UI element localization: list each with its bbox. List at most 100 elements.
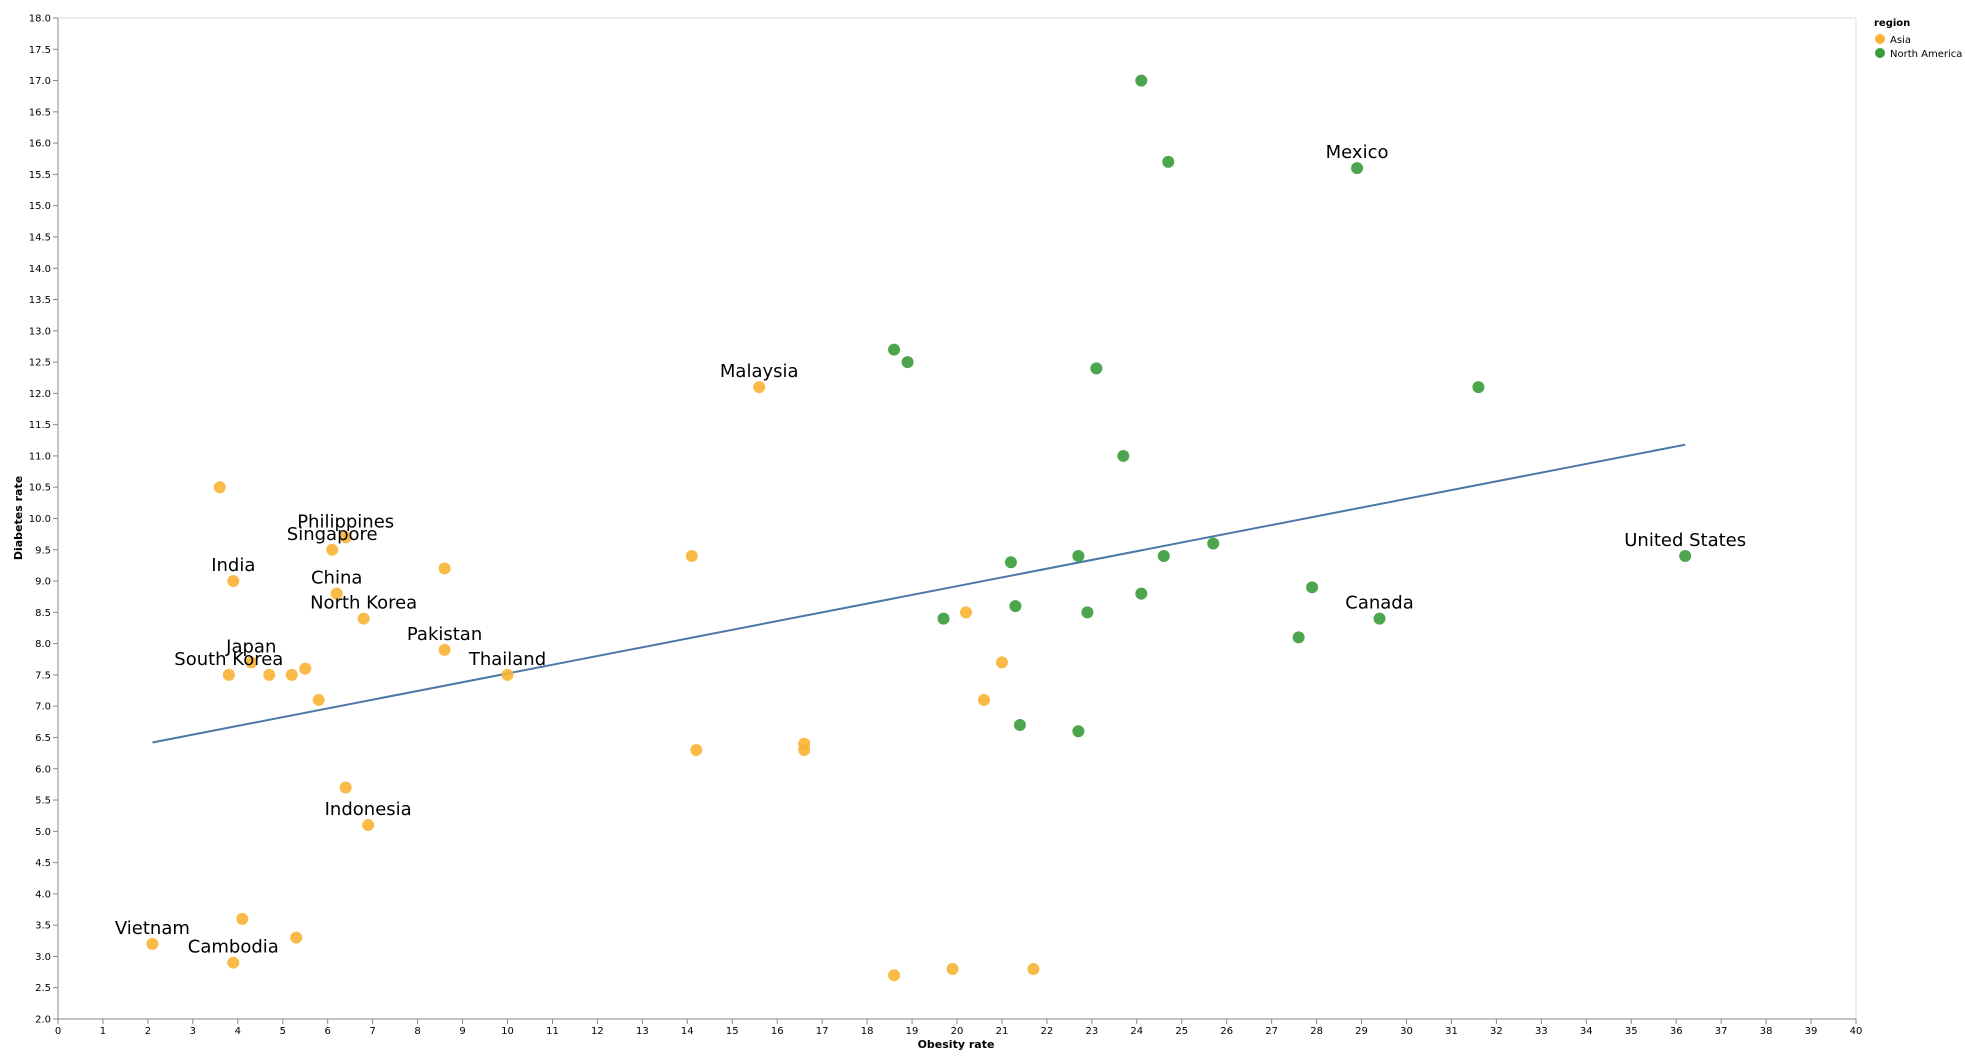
y-tick-label: 4.0 (35, 889, 51, 900)
legend-label-north-america: North America (1890, 49, 1962, 60)
x-tick-label: 18 (861, 1026, 874, 1037)
y-tick-label: 5.0 (35, 827, 51, 838)
data-point (888, 969, 901, 982)
y-tick-label: 15.0 (29, 201, 51, 212)
point-label: Canada (1345, 593, 1414, 614)
data-point (290, 931, 303, 944)
x-tick-label: 31 (1445, 1026, 1458, 1037)
data-point (946, 962, 959, 975)
point-label: Vietnam (115, 918, 190, 939)
data-point (299, 662, 312, 675)
x-tick-label: 7 (369, 1026, 375, 1037)
data-point (438, 643, 451, 656)
x-tick-label: 36 (1670, 1026, 1683, 1037)
y-tick-label: 14.0 (29, 264, 51, 275)
y-tick-label: 14.5 (29, 232, 51, 243)
y-tick-label: 6.5 (35, 733, 51, 744)
x-tick-label: 5 (280, 1026, 286, 1037)
y-axis-title: Diabetes rate (12, 476, 25, 560)
x-tick-label: 35 (1625, 1026, 1638, 1037)
legend-title: region (1874, 18, 1910, 29)
data-point (213, 481, 226, 494)
y-tick-label: 7.0 (35, 702, 51, 713)
data-point (222, 668, 235, 681)
x-axis-title: Obesity rate (918, 1038, 995, 1051)
data-point (1157, 550, 1170, 563)
x-tick-label: 20 (951, 1026, 964, 1037)
data-point (339, 531, 352, 544)
data-point (285, 668, 298, 681)
data-point (995, 656, 1008, 669)
x-tick-label: 28 (1310, 1026, 1323, 1037)
legend-swatch-north-america (1875, 48, 1885, 58)
y-tick-label: 13.5 (29, 295, 51, 306)
y-tick-label: 4.5 (35, 858, 51, 869)
y-tick-label: 12.5 (29, 358, 51, 369)
data-point (690, 743, 703, 756)
data-point (1292, 631, 1305, 644)
x-tick-label: 39 (1805, 1026, 1818, 1037)
x-tick-label: 25 (1175, 1026, 1188, 1037)
x-tick-label: 8 (414, 1026, 420, 1037)
y-tick-label: 11.5 (29, 420, 51, 431)
y-tick-label: 10.0 (29, 514, 51, 525)
x-tick-label: 24 (1130, 1026, 1143, 1037)
y-tick-label: 8.0 (35, 639, 51, 650)
points-layer (146, 74, 1692, 982)
trendline (152, 443, 1686, 744)
data-point (438, 562, 451, 575)
y-tick-label: 2.5 (35, 983, 51, 994)
legend-label-asia: Asia (1890, 35, 1911, 46)
y-tick-label: 6.0 (35, 764, 51, 775)
point-label: Cambodia (188, 937, 279, 958)
x-tick-label: 11 (546, 1026, 559, 1037)
point-label: Malaysia (720, 361, 799, 382)
x-tick-label: 22 (1041, 1026, 1054, 1037)
legend: region Asia North America (1874, 18, 1962, 60)
x-tick-label: 13 (636, 1026, 649, 1037)
data-point (977, 693, 990, 706)
data-point (1306, 581, 1319, 594)
data-point (1207, 537, 1220, 550)
data-point (1009, 600, 1022, 613)
x-tick-label: 27 (1265, 1026, 1278, 1037)
x-tick-label: 21 (996, 1026, 1009, 1037)
x-tick-label: 0 (55, 1026, 61, 1037)
x-tick-label: 19 (906, 1026, 919, 1037)
y-tick-label: 3.5 (35, 921, 51, 932)
y-tick-label: 9.5 (35, 545, 51, 556)
x-tick-label: 12 (591, 1026, 604, 1037)
data-point (146, 937, 159, 950)
y-tick-label: 5.5 (35, 796, 51, 807)
x-tick-label: 6 (325, 1026, 331, 1037)
axes: 0 1 2 3 4 5 6 7 8 9 10 11 12 13 14 15 16 17 18 19 20 21 22 23 24… (29, 14, 1863, 1038)
data-point (227, 575, 240, 588)
data-point (888, 343, 901, 356)
y-tick-label: 10.5 (29, 483, 51, 494)
data-point (1081, 606, 1094, 619)
y-tick-label: 18.0 (29, 14, 51, 25)
x-tick-label: 15 (726, 1026, 739, 1037)
point-label: South Korea (174, 649, 283, 670)
y-tick-label: 2.0 (35, 1015, 51, 1026)
x-tick-label: 16 (771, 1026, 784, 1037)
x-tick-label: 17 (816, 1026, 829, 1037)
data-point (753, 381, 766, 394)
data-point (1090, 362, 1103, 375)
x-tick-label: 2 (145, 1026, 151, 1037)
data-point (245, 656, 258, 669)
point-label: United States (1624, 530, 1746, 551)
y-tick-label: 8.5 (35, 608, 51, 619)
data-point (330, 587, 343, 600)
data-point (1013, 718, 1026, 731)
x-tick-label: 30 (1400, 1026, 1413, 1037)
data-point (236, 912, 249, 925)
y-tick-label: 17.0 (29, 76, 51, 87)
data-point (959, 606, 972, 619)
x-tick-label: 34 (1580, 1026, 1593, 1037)
data-point (937, 612, 950, 625)
point-label: Thailand (468, 649, 546, 670)
data-point (798, 743, 811, 756)
data-point (685, 550, 698, 563)
